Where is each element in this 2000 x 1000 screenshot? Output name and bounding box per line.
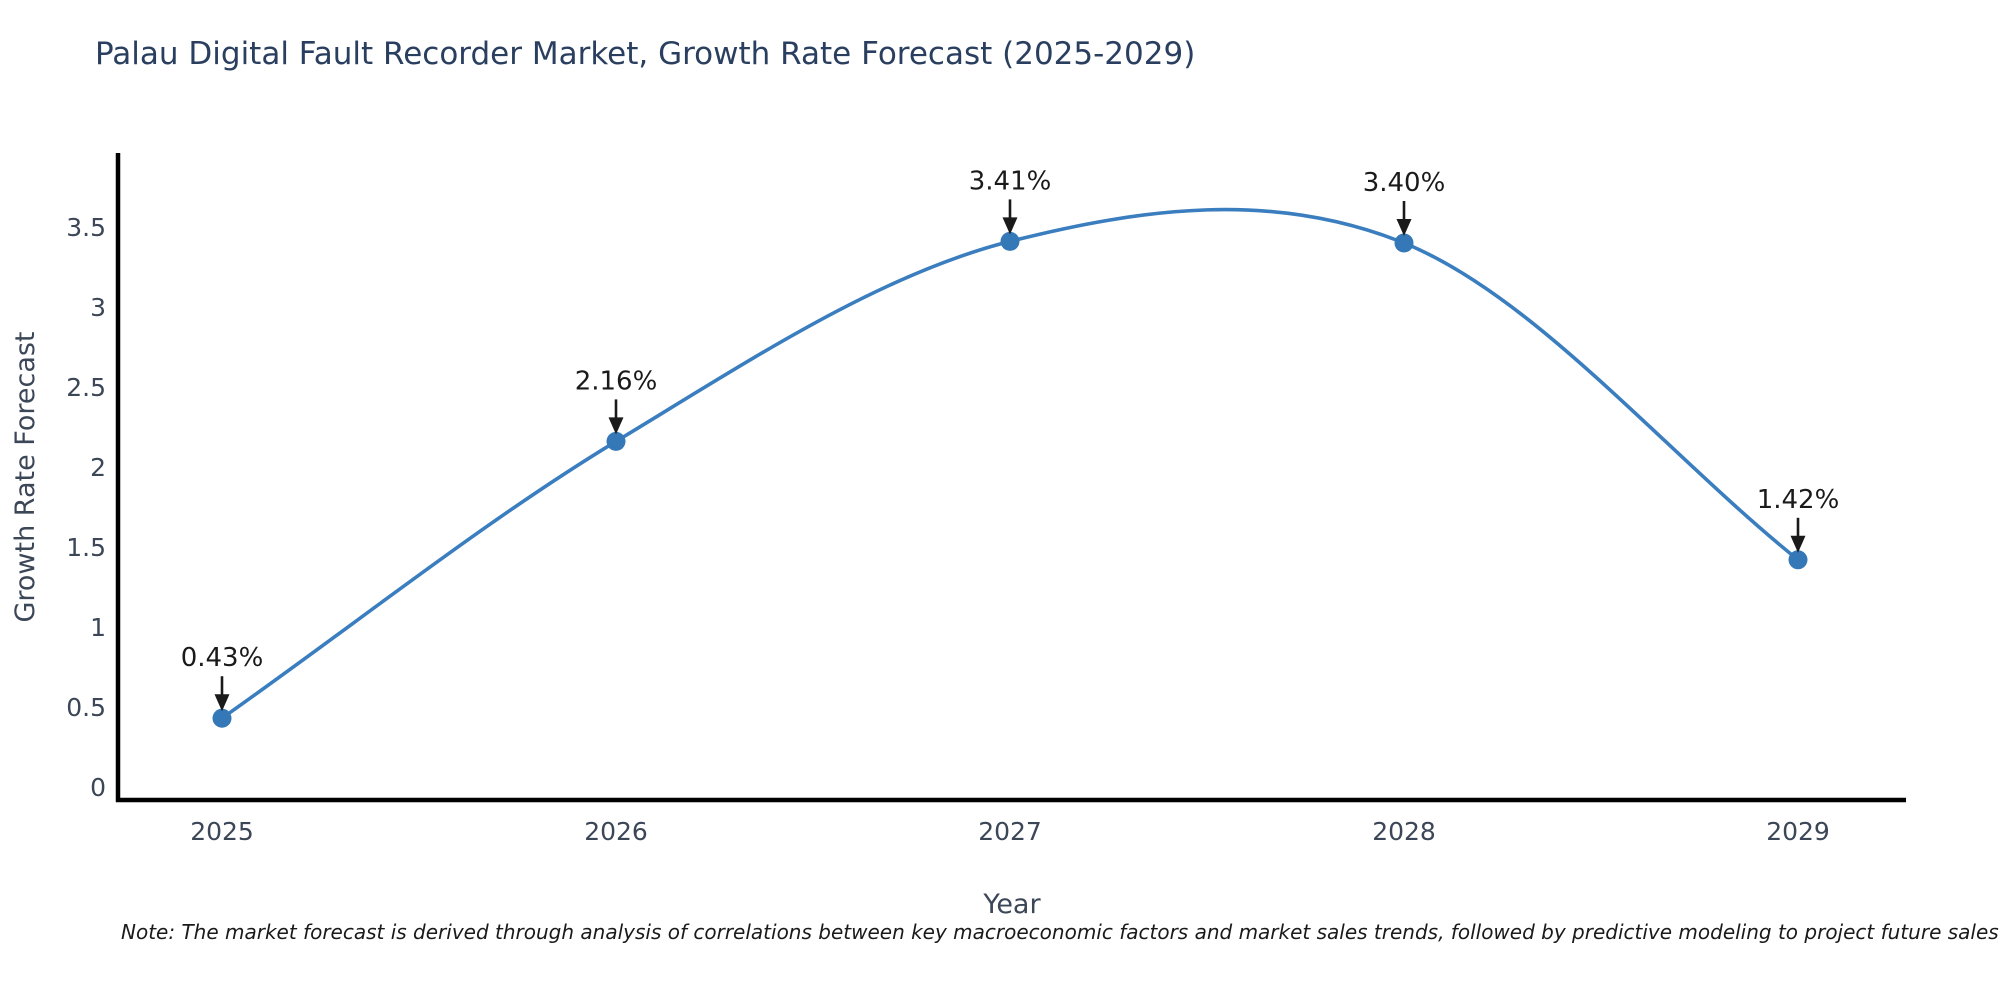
y-tick-label-2.5: 2.5 [66, 373, 106, 402]
annotation-label-2029: 1.42% [1757, 485, 1840, 515]
annotation-label-2027: 3.41% [969, 166, 1052, 196]
y-tick-label-3.5: 3.5 [66, 213, 106, 242]
annotation-arrowhead [1002, 217, 1018, 235]
x-tick-label-2029: 2029 [1766, 817, 1830, 846]
annotation-arrowhead [1396, 219, 1412, 236]
y-tick-label-0.5: 0.5 [66, 693, 106, 722]
data-point-2026 [606, 431, 626, 451]
annotation-arrowhead [608, 417, 624, 435]
x-tick-label-2026: 2026 [584, 817, 648, 846]
y-axis-title: Growth Rate Forecast [10, 331, 41, 622]
x-tick-label-2028: 2028 [1372, 817, 1436, 846]
data-point-2025 [212, 708, 232, 728]
annotation-label-2025: 0.43% [181, 643, 264, 673]
y-tick-label-3: 3 [90, 293, 106, 322]
y-tick-label-2: 2 [90, 453, 106, 482]
trend-line [220, 207, 1800, 720]
y-tick-label-1.5: 1.5 [66, 533, 106, 562]
data-point-2029 [1788, 550, 1808, 570]
x-tick-label-2027: 2027 [978, 817, 1042, 846]
data-point-2028 [1394, 233, 1414, 253]
annotation-arrowhead [214, 694, 230, 712]
annotation-label-2026: 2.16% [575, 366, 658, 396]
annotation-arrowhead [1790, 535, 1806, 553]
data-point-2027 [1000, 231, 1020, 251]
y-tick-label-1: 1 [90, 613, 106, 642]
footnote: Note: The market forecast is derived thr… [121, 920, 1999, 944]
x-axis-title: Year [982, 889, 1041, 920]
annotation-label-2028: 3.40% [1363, 168, 1446, 198]
y-tick-label-0: 0 [90, 773, 106, 802]
x-tick-label-2025: 2025 [190, 817, 254, 846]
chart-title: Palau Digital Fault Recorder Market, Gro… [95, 36, 1196, 72]
